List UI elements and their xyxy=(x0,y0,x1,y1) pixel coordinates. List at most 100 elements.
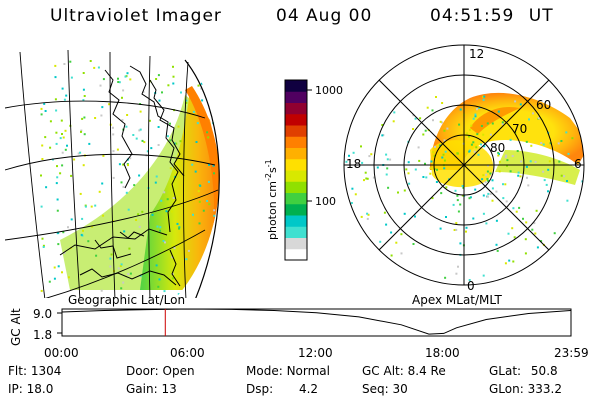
speckle-dot xyxy=(352,151,355,154)
speckle-dot xyxy=(198,200,201,203)
speckle-dot xyxy=(125,191,128,194)
speckle-dot xyxy=(158,99,161,102)
speckle-dot xyxy=(117,81,120,83)
speckle-dot xyxy=(522,217,524,220)
speckle-dot xyxy=(366,177,369,180)
speckle-dot xyxy=(157,126,160,128)
speckle-dot xyxy=(496,249,499,252)
speckle-dot xyxy=(445,186,448,189)
speckle-dot xyxy=(419,117,422,120)
speckle-dot xyxy=(542,170,545,173)
speckle-dot xyxy=(345,160,348,163)
speckle-dot xyxy=(207,180,210,183)
speckle-dot xyxy=(504,183,507,186)
speckle-dot xyxy=(88,142,91,145)
speckle-dot xyxy=(547,168,550,171)
speckle-dot xyxy=(158,278,161,281)
speckle-dot xyxy=(577,161,580,164)
speckle-dot xyxy=(57,265,60,268)
speckle-dot xyxy=(138,225,141,228)
speckle-dot xyxy=(112,133,115,136)
speckle-dot xyxy=(414,117,417,120)
speckle-dot xyxy=(185,99,188,102)
speckle-dot xyxy=(489,133,492,136)
colorbar-cell xyxy=(285,113,307,126)
speckle-dot xyxy=(518,206,521,209)
speckle-dot xyxy=(458,123,461,126)
speckle-dot xyxy=(49,120,52,123)
speckle-dot xyxy=(351,187,354,190)
speckle-dot xyxy=(482,274,485,277)
speckle-dot xyxy=(112,176,115,179)
speckle-dot xyxy=(195,282,198,285)
speckle-dot xyxy=(195,141,198,143)
speckle-dot xyxy=(87,240,90,243)
aurora-oval-inner xyxy=(470,106,520,134)
speckle-dot xyxy=(44,110,47,112)
speckle-dot xyxy=(82,164,85,167)
info-door: Door: Open xyxy=(126,364,195,378)
speckle-dot xyxy=(187,249,190,252)
speckle-dot xyxy=(529,160,532,163)
colorbar-cell xyxy=(285,226,307,238)
speckle-dot xyxy=(172,75,175,78)
speckle-dot xyxy=(553,232,556,235)
speckle-dot xyxy=(157,285,160,288)
speckle-dot xyxy=(159,229,161,232)
speckle-dot xyxy=(368,155,371,158)
speckle-dot xyxy=(515,210,518,213)
altitude-line xyxy=(61,308,571,335)
speckle-dot xyxy=(55,142,58,145)
door-label: Door: xyxy=(126,364,159,378)
speckle-dot xyxy=(70,76,73,79)
speckle-dot xyxy=(82,229,84,232)
speckle-dot xyxy=(192,110,195,113)
speckle-dot xyxy=(148,119,151,122)
speckle-dot xyxy=(41,144,44,147)
speckle-dot xyxy=(79,151,82,154)
speckle-dot xyxy=(210,101,213,104)
speckle-dot xyxy=(456,194,459,197)
speckle-dot xyxy=(364,171,367,174)
speckle-dot xyxy=(495,190,498,193)
speckle-dot xyxy=(387,186,390,189)
speckle-dot xyxy=(474,113,477,116)
speckle-dot xyxy=(461,185,464,187)
speckle-dot xyxy=(566,180,568,182)
speckle-dot xyxy=(348,154,350,157)
speckle-dot xyxy=(163,290,166,293)
speckle-dot xyxy=(194,170,197,173)
info-gcalt: GC Alt: 8.4 Re xyxy=(362,364,446,378)
speckle-dot xyxy=(93,66,96,69)
speckle-dot xyxy=(474,188,477,191)
speckle-dot xyxy=(53,266,56,269)
speckle-dot xyxy=(482,133,485,136)
mlt-line-diag-2 xyxy=(378,79,550,251)
speckle-dot xyxy=(169,167,172,170)
speckle-dot xyxy=(482,98,485,101)
speckle-dot xyxy=(408,182,411,185)
mlt-label-0: 0 xyxy=(467,279,475,293)
speckle-dot xyxy=(122,185,125,188)
speckle-dot xyxy=(407,161,410,164)
speckle-dot xyxy=(110,253,113,256)
speckle-dot xyxy=(191,163,194,166)
speckle-dot xyxy=(83,133,86,136)
speckle-dot xyxy=(64,148,67,151)
speckle-dot xyxy=(177,275,180,277)
speckle-dot xyxy=(424,162,426,165)
speckle-dot xyxy=(400,233,403,236)
speckle-dot xyxy=(77,152,80,155)
speckle-dot xyxy=(55,182,58,185)
colorbar-unit-s: s xyxy=(266,167,279,173)
speckle-dot xyxy=(441,102,444,104)
speckle-dot xyxy=(83,95,86,97)
speckle-dot xyxy=(82,99,85,102)
speckle-dot xyxy=(82,72,85,74)
speckle-dot xyxy=(487,192,490,195)
colorbar-gradient xyxy=(285,80,307,261)
speckle-dot xyxy=(426,106,429,109)
geographic-map xyxy=(5,49,220,298)
speckle-dot xyxy=(84,205,87,208)
ip-value: 18.0 xyxy=(26,382,54,396)
